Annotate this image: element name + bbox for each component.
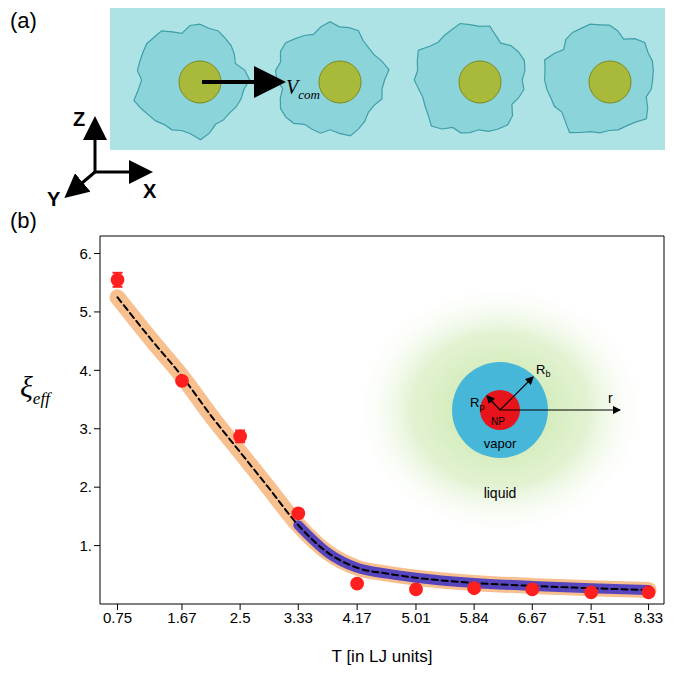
svg-text:2.5: 2.5 [230,609,251,626]
svg-text:0.75: 0.75 [103,609,132,626]
svg-text:NP: NP [491,416,505,427]
svg-text:5.: 5. [79,303,92,320]
svg-text:(a): (a) [10,8,37,33]
svg-text:1.: 1. [79,537,92,554]
svg-text:3.: 3. [79,420,92,437]
svg-text:2.: 2. [79,478,92,495]
svg-text:T [in LJ units]: T [in LJ units] [332,647,433,666]
svg-text:6.67: 6.67 [518,609,547,626]
svg-text:1.67: 1.67 [167,609,196,626]
svg-text:X: X [143,180,157,202]
svg-text:5.84: 5.84 [460,609,489,626]
svg-text:Rp: Rp [470,395,484,412]
svg-text:Vcom: Vcom [286,76,320,102]
svg-text:Rb: Rb [536,362,550,379]
svg-text:6.: 6. [79,245,92,262]
svg-text:3.33: 3.33 [284,609,313,626]
html-text:ξeff: ξeff [20,370,50,408]
svg-text:5.01: 5.01 [401,609,430,626]
svg-text:8.33: 8.33 [634,609,663,626]
svg-text:4.17: 4.17 [343,609,372,626]
svg-text:liquid: liquid [484,485,517,501]
svg-text:r: r [608,390,613,406]
svg-text:4.: 4. [79,362,92,379]
svg-text:Z: Z [73,108,85,130]
svg-text:Y: Y [47,188,61,210]
svg-text:vapor: vapor [484,436,517,451]
html-text:(b): (b) [10,208,37,233]
svg-text:7.51: 7.51 [577,609,606,626]
